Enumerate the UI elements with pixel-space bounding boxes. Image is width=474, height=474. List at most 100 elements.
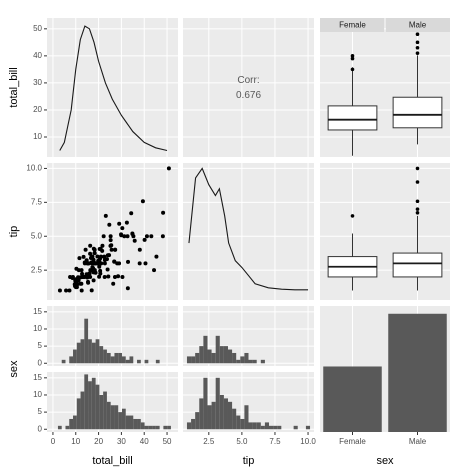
outlier	[415, 199, 420, 204]
histogram-bar	[236, 359, 241, 364]
point	[105, 253, 110, 258]
x-tick-label: 20	[94, 437, 103, 446]
histogram-bar	[155, 425, 160, 430]
point	[105, 267, 110, 272]
histogram-bar	[186, 422, 192, 430]
point	[97, 274, 102, 279]
point	[79, 288, 84, 293]
histogram-bar	[273, 425, 278, 430]
point	[144, 234, 149, 239]
histogram-bar	[248, 359, 253, 364]
panel-background	[47, 306, 178, 366]
histogram-bar	[69, 356, 74, 364]
point	[97, 264, 102, 269]
point	[92, 251, 97, 256]
point	[130, 231, 135, 236]
point	[84, 272, 89, 277]
histogram-bar	[125, 359, 130, 364]
outlier	[415, 166, 420, 171]
outlier	[415, 45, 420, 50]
x-tick-label: 2.5	[203, 437, 215, 446]
point	[98, 261, 103, 266]
x-tick-label: Male	[409, 437, 427, 446]
histogram-bar	[191, 356, 196, 364]
outlier	[415, 40, 420, 45]
histogram-bar	[80, 391, 85, 430]
histogram-bar	[91, 377, 96, 430]
panel-background	[47, 163, 178, 300]
outlier	[415, 32, 420, 37]
point	[87, 274, 92, 279]
histogram-bar	[114, 405, 119, 430]
point	[143, 261, 148, 266]
point	[73, 278, 78, 283]
point	[68, 274, 73, 279]
point	[91, 278, 96, 283]
point	[111, 281, 116, 286]
outlier	[350, 67, 355, 72]
histogram-bar	[199, 346, 204, 364]
histogram-bar	[195, 352, 200, 364]
histogram-bar	[236, 415, 241, 430]
histogram-bar	[99, 394, 104, 430]
y-tick-label: 10	[33, 324, 42, 333]
x-tick-label: 40	[140, 437, 149, 446]
point	[149, 234, 154, 239]
outlier	[415, 51, 420, 55]
point	[97, 246, 102, 251]
point	[161, 210, 166, 215]
histogram-bar	[199, 398, 204, 430]
point	[108, 243, 113, 248]
histogram-bar	[211, 352, 216, 364]
histogram-bar	[103, 349, 107, 364]
y-tick-label: 20	[33, 105, 42, 114]
histogram-bar	[232, 408, 237, 430]
point	[89, 288, 94, 293]
histogram-bar	[129, 415, 134, 430]
panel-background	[183, 18, 314, 157]
point	[75, 282, 80, 287]
x-tick-label: 50	[163, 437, 172, 446]
y-tick-label: 0	[38, 424, 43, 433]
outlier	[350, 214, 355, 218]
point	[90, 265, 95, 270]
point	[100, 243, 105, 248]
outlier	[415, 210, 420, 215]
density-line	[188, 167, 309, 291]
point	[137, 261, 142, 266]
panel-background	[320, 18, 450, 157]
point	[108, 234, 113, 239]
point	[154, 254, 159, 259]
histogram-bar	[215, 377, 220, 430]
x-tick-label: 10	[71, 437, 80, 446]
point	[166, 166, 171, 171]
histogram-bar	[73, 349, 77, 364]
histogram-bar	[125, 415, 130, 430]
histogram-bar	[88, 339, 92, 364]
histogram-bar	[106, 352, 111, 364]
histogram-bar	[110, 405, 115, 430]
x-tick-label: 10.0	[300, 437, 316, 446]
y-tick-label: 5	[38, 407, 43, 416]
box	[392, 252, 443, 278]
panel-background	[183, 163, 314, 300]
histogram-bar	[121, 408, 126, 430]
y-tick-label: 50	[33, 24, 42, 33]
y-axis-title: sex	[8, 360, 20, 378]
x-tick-label: 0	[51, 437, 56, 446]
outlier	[350, 56, 355, 61]
y-tick-label: 0	[38, 358, 43, 367]
histogram-bar	[269, 425, 274, 430]
histogram-bar	[293, 425, 298, 430]
histogram-bar	[61, 359, 66, 364]
point	[140, 199, 145, 204]
histogram-bar	[277, 425, 282, 430]
point	[67, 288, 72, 293]
point	[95, 254, 100, 259]
point	[93, 261, 98, 266]
x-tick-label: 30	[117, 437, 126, 446]
histogram-bar	[118, 352, 122, 364]
histogram-bar	[106, 401, 111, 430]
y-tick-label: 15	[33, 307, 42, 316]
